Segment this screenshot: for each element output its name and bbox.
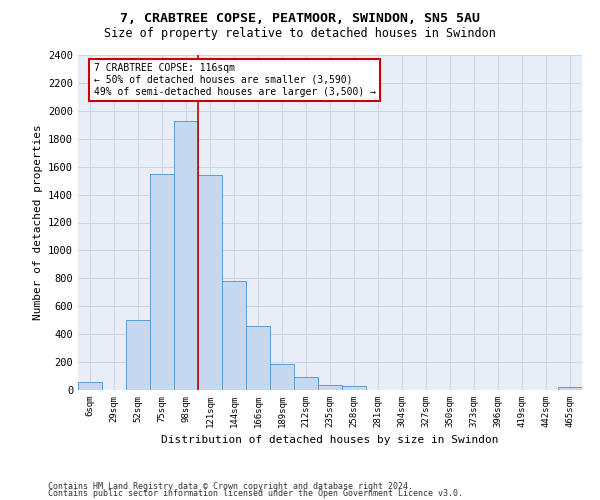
Bar xyxy=(342,386,366,390)
Bar xyxy=(246,326,270,390)
Bar xyxy=(294,378,318,390)
Bar xyxy=(174,120,198,390)
Bar xyxy=(318,385,342,390)
Bar xyxy=(222,281,246,390)
Bar xyxy=(198,175,222,390)
Bar xyxy=(78,382,102,390)
Text: 7, CRABTREE COPSE, PEATMOOR, SWINDON, SN5 5AU: 7, CRABTREE COPSE, PEATMOOR, SWINDON, SN… xyxy=(120,12,480,26)
Text: 7 CRABTREE COPSE: 116sqm
← 50% of detached houses are smaller (3,590)
49% of sem: 7 CRABTREE COPSE: 116sqm ← 50% of detach… xyxy=(94,64,376,96)
Bar xyxy=(150,174,174,390)
Bar xyxy=(558,387,582,390)
Bar xyxy=(126,320,150,390)
Text: Contains HM Land Registry data © Crown copyright and database right 2024.: Contains HM Land Registry data © Crown c… xyxy=(48,482,413,491)
Bar xyxy=(270,364,294,390)
Text: Contains public sector information licensed under the Open Government Licence v3: Contains public sector information licen… xyxy=(48,490,463,498)
Y-axis label: Number of detached properties: Number of detached properties xyxy=(32,124,43,320)
Text: Size of property relative to detached houses in Swindon: Size of property relative to detached ho… xyxy=(104,28,496,40)
X-axis label: Distribution of detached houses by size in Swindon: Distribution of detached houses by size … xyxy=(161,436,499,446)
